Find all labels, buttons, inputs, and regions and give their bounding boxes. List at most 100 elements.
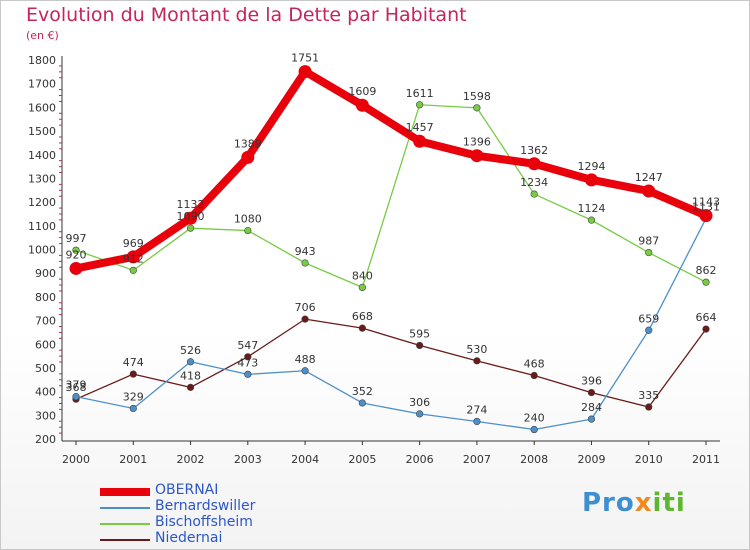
legend-label: Bischoffsheim (155, 514, 253, 530)
legend-item: Bernardswiller (100, 498, 340, 516)
legend-swatch (100, 507, 150, 509)
y-tick-label: 900 (35, 267, 56, 280)
data-point (358, 324, 366, 332)
data-point (129, 266, 137, 274)
data-point (530, 425, 538, 434)
data-point (358, 283, 366, 292)
data-point (244, 353, 252, 361)
data-label: 530 (466, 343, 487, 356)
data-label: 706 (295, 301, 316, 314)
chart-title: Evolution du Montant de la Dette par Hab… (26, 4, 467, 26)
series-line (75, 104, 707, 289)
data-label: 526 (180, 344, 201, 357)
x-tick-label: 2008 (520, 453, 548, 466)
data-point (473, 357, 481, 365)
data-point (416, 341, 424, 350)
data-point (530, 190, 538, 198)
data-label: 943 (295, 245, 316, 258)
data-point (584, 173, 598, 187)
data-label: 987 (638, 235, 659, 248)
data-label: 668 (352, 310, 373, 323)
chart-subtitle: (en €) (26, 29, 59, 42)
data-label: 1131 (692, 200, 720, 213)
y-tick-label: 1000 (28, 244, 56, 257)
data-label: 1247 (635, 171, 663, 184)
data-label: 969 (123, 237, 144, 250)
data-point (702, 278, 710, 286)
y-tick-label: 700 (35, 315, 56, 328)
y-tick-label: 1100 (28, 220, 56, 233)
series-layer (69, 65, 713, 434)
data-label: 997 (66, 232, 87, 245)
data-point (69, 261, 83, 275)
data-label: 379 (66, 379, 87, 392)
y-tick-label: 1300 (28, 172, 56, 185)
data-point (301, 315, 309, 323)
legend-item: Niedernai (100, 530, 340, 548)
data-point (126, 250, 140, 264)
data-label: 1396 (463, 136, 491, 149)
data-point (416, 410, 424, 418)
x-tick-label: 2001 (119, 453, 147, 466)
data-point (530, 371, 538, 380)
data-label: 468 (524, 358, 545, 371)
series-line (75, 67, 708, 273)
proxiti-logo: Proxiti (582, 488, 686, 518)
data-point (699, 209, 713, 223)
legend-swatch (100, 523, 150, 525)
x-tick-label: 2002 (177, 453, 205, 466)
data-point (298, 65, 312, 79)
series-bernardswiller (72, 214, 710, 434)
y-tick-label: 300 (35, 409, 56, 422)
data-point (642, 184, 656, 198)
data-point (244, 370, 252, 378)
x-tick-label: 2006 (406, 453, 434, 466)
x-tick-label: 2010 (635, 453, 663, 466)
data-label: 659 (638, 312, 659, 325)
data-point (184, 211, 198, 225)
data-point (527, 157, 541, 171)
data-label: 1609 (348, 85, 376, 98)
data-point (186, 358, 195, 366)
data-label: 1124 (577, 202, 605, 215)
data-label: 329 (123, 390, 144, 403)
data-label: 1611 (406, 87, 434, 100)
series-niedernai (72, 315, 710, 411)
data-point (241, 150, 255, 164)
data-point (587, 216, 596, 224)
y-tick-label: 1500 (28, 125, 56, 138)
data-label: 1132 (177, 198, 205, 211)
data-label: 1362 (520, 144, 548, 157)
data-label: 1234 (520, 176, 548, 189)
data-label: 488 (295, 353, 316, 366)
data-label: 284 (581, 401, 602, 414)
data-label: 840 (352, 269, 373, 282)
data-label: 595 (409, 327, 430, 340)
y-tick-label: 400 (35, 386, 56, 399)
data-point (72, 392, 80, 401)
legend-swatch (100, 488, 150, 496)
y-tick-label: 600 (35, 338, 56, 351)
data-point (413, 134, 427, 148)
data-label: 368 (66, 381, 87, 394)
y-tick-label: 200 (35, 433, 56, 446)
data-label: 1389 (234, 137, 262, 150)
x-tick-label: 2004 (291, 453, 319, 466)
legend-swatch (100, 539, 150, 541)
data-point (587, 415, 596, 423)
y-tick-label: 500 (35, 362, 56, 375)
data-label: 912 (123, 252, 144, 265)
data-label: 418 (180, 369, 201, 382)
y-tick-label: 1400 (28, 149, 56, 162)
data-point (702, 325, 710, 333)
data-point (473, 104, 481, 112)
data-label: 1080 (234, 213, 262, 226)
y-tick-label: 1800 (28, 54, 56, 67)
data-point (186, 383, 195, 391)
data-point (186, 224, 195, 232)
data-label: 473 (237, 356, 258, 369)
legend: OBERNAI Bernardswiller Bischoffsheim Nieder… (100, 482, 340, 548)
data-label: 1751 (291, 52, 319, 65)
